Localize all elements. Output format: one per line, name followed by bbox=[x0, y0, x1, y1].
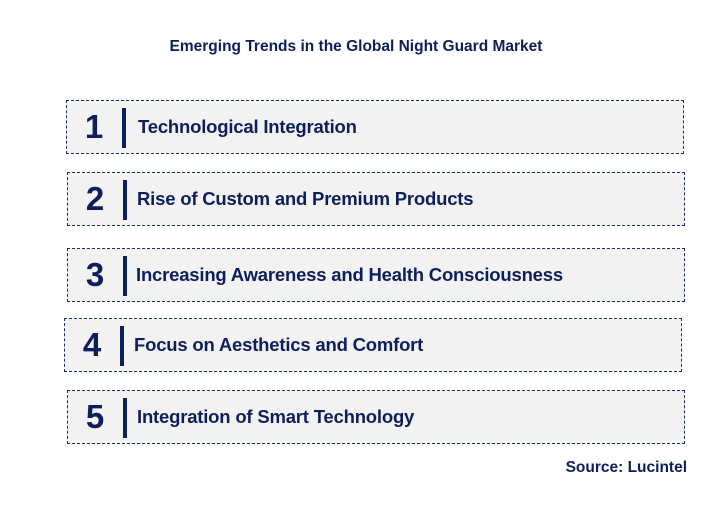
trend-item-2: 2 Rise of Custom and Premium Products bbox=[67, 172, 685, 226]
trend-number: 1 bbox=[84, 108, 104, 145]
trend-item-5: 5 Integration of Smart Technology bbox=[67, 390, 685, 444]
source-credit: Source: Lucintel bbox=[565, 459, 687, 476]
trend-number: 4 bbox=[82, 326, 102, 363]
trend-label: Integration of Smart Technology bbox=[137, 406, 415, 427]
trend-number: 3 bbox=[85, 256, 105, 293]
divider-bar bbox=[122, 108, 126, 148]
trend-label: Increasing Awareness and Health Consciou… bbox=[136, 264, 563, 285]
trend-number: 2 bbox=[85, 180, 105, 217]
trend-item-4: 4 Focus on Aesthetics and Comfort bbox=[64, 318, 682, 372]
trend-item-3: 3 Increasing Awareness and Health Consci… bbox=[67, 248, 685, 302]
divider-bar bbox=[123, 398, 127, 438]
trend-label: Technological Integration bbox=[138, 116, 357, 137]
divider-bar bbox=[123, 256, 127, 296]
trend-number: 5 bbox=[85, 398, 105, 435]
trend-label: Rise of Custom and Premium Products bbox=[137, 188, 474, 209]
diagram-title: Emerging Trends in the Global Night Guar… bbox=[169, 38, 543, 55]
trend-item-1: 1 Technological Integration bbox=[66, 100, 684, 154]
trend-label: Focus on Aesthetics and Comfort bbox=[134, 334, 424, 355]
divider-bar bbox=[123, 180, 127, 220]
divider-bar bbox=[120, 326, 124, 366]
